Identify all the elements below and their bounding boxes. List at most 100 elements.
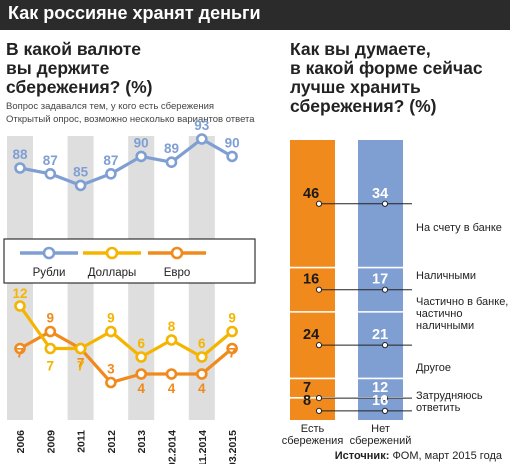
bar-value-label: 8 [303,393,311,409]
category-label: Частично в банке, [416,296,508,308]
rubles-value-label: 87 [103,153,118,168]
euro-point [14,342,26,355]
dollars-value-label: 6 [198,336,206,351]
euro-value-label: 7 [228,346,236,361]
rubles-point [196,133,208,145]
rubles-point [105,168,117,180]
euro-value-label: 7 [16,346,24,361]
dollars-point [165,334,178,346]
survey-note-1: Вопрос задавался тем, у кого есть сбереж… [6,101,215,112]
leader-dot [315,407,323,415]
x-tick-label: 2012 [106,430,118,454]
x-tick-label: 2009 [45,430,57,454]
leader-dot [315,200,323,207]
dollars-point [196,351,208,363]
legend-label: Евро [164,267,191,279]
leader-dot [381,286,389,293]
left-title-line: вы держите [6,58,110,78]
dollars-point [135,351,147,363]
leader-dot [381,200,389,207]
header-bar: Как россияне хранят деньги [0,0,510,30]
bar-category-label: сбережения [282,435,344,447]
rubles-value-label: 85 [73,164,89,179]
bar-category-label: Есть [301,423,325,435]
left-title-line: В какой валюте [6,39,142,59]
x-tick-label: 2013 [136,430,148,454]
survey-note-2: Открытый опрос, возможно несколько вариа… [6,114,255,125]
stacked-bar [290,140,335,420]
dollars-value-label: 9 [107,311,115,326]
euro-value-label: 7 [77,356,85,371]
left-chart-title: В какой валюте вы держите сбережения? (%… [6,40,256,97]
euro-point [44,325,57,338]
stacked-bar [358,140,403,420]
leader-dot [381,342,389,349]
right-chart-title: Как вы думаете, в какой форме сейчас луч… [290,40,505,116]
bar-value-label: 46 [303,186,319,202]
leader-dot [315,286,323,293]
bar-category-label: Нет [371,423,390,435]
euro-value-label: 4 [198,381,206,396]
dollars-point [105,325,117,338]
x-tick-label: 2011 [76,430,88,453]
dollars-point [74,342,87,355]
page-title: Как россияне хранят деньги [8,3,261,23]
source-note: Источник: ФОМ, март 2015 года [335,450,502,462]
rubles-point [226,150,238,163]
dollars-point [14,300,26,312]
legend-label: Рубли [33,267,66,279]
right-title-line: лучше хранить [290,77,421,97]
euro-point [135,368,147,380]
dollars-point [226,325,238,338]
category-label: Затрудняюсь [416,390,483,402]
bar-value-label: 17 [372,272,388,288]
bar-value-label: 21 [372,327,388,343]
right-title-line: в какой форме сейчас [290,58,483,78]
euro-value-label: 4 [168,381,176,396]
source-text: ФОМ, март 2015 года [392,450,502,462]
dollars-value-label: 7 [47,359,55,374]
dollars-value-label: 9 [228,311,236,326]
bar-value-label: 16 [303,272,319,288]
legend-swatch-marker [42,246,56,260]
category-label: Другое [416,362,451,374]
dollars-value-label: 7 [77,359,85,374]
category-label: На счету в банке [416,222,502,234]
right-title-line: Как вы думаете, [290,39,431,59]
euro-value-label: 9 [47,311,55,326]
bar-value-label: 16 [372,393,388,409]
leader-dot [315,395,323,402]
x-tick-label: 11.2014 [197,430,209,464]
euro-value-label: 4 [137,381,145,396]
rubles-point [74,179,87,192]
euro-value-label: 3 [107,362,115,377]
rubles-point [44,168,57,180]
category-label: Наличными [416,270,476,282]
dollars-value-label: 12 [12,286,27,301]
source-label: Источник: [334,450,390,462]
euro-point [165,368,178,380]
bar-category-label: сбережений [350,435,412,447]
rubles-point [165,156,178,168]
leader-dot [381,407,389,415]
rubles-value-label: 93 [194,118,210,133]
legend-label: Доллары [88,267,137,279]
dollars-value-label: 6 [137,336,145,351]
rubles-value-label: 89 [164,141,179,156]
bar-value-label: 24 [303,327,319,343]
category-label: частично [416,308,462,320]
category-label: наличными [416,320,474,332]
dollars-value-label: 8 [168,319,176,334]
bar-value-label: 34 [372,186,388,202]
right-title-line: сбережения? (%) [290,96,437,116]
rubles-value-label: 90 [225,135,240,150]
bar-value-label: 12 [372,380,388,396]
rubles-value-label: 87 [43,153,58,168]
x-tick-label: 03.2015 [227,430,239,464]
rubles-value-label: 90 [134,135,149,150]
legend-swatch-marker [170,246,184,260]
x-tick-label: 02.2014 [167,430,179,464]
left-title-line: сбережения? (%) [6,77,153,97]
dollars-point [44,342,57,355]
